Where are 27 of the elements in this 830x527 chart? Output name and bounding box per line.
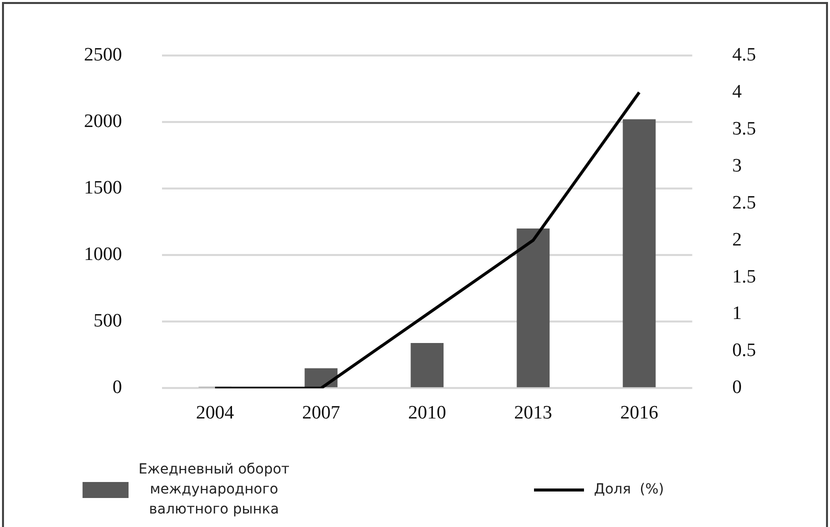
- y-tick-label: 0: [112, 377, 122, 398]
- y-tick-label: 1500: [84, 178, 122, 199]
- y2-tick-label: 0: [732, 377, 742, 398]
- y2-tick-label: 4.5: [732, 44, 756, 66]
- y-tick-label: 500: [94, 310, 122, 332]
- y2-tick-label: 1.5: [732, 266, 756, 288]
- y2-tick-label: 4: [732, 81, 742, 102]
- y2-tick-label: 3.5: [732, 118, 756, 140]
- bar: [410, 342, 444, 388]
- y-tick-label: 2000: [84, 110, 122, 132]
- x-tick-label: 2004: [196, 402, 235, 424]
- bar: [516, 228, 550, 388]
- y2-tick-label: 1: [732, 303, 742, 324]
- legend-label: Доля (%): [594, 482, 664, 498]
- bar: [622, 119, 656, 388]
- legend-label: Ежедневный оборот международного валютного рынка: [138, 462, 290, 518]
- y2-tick-label: 2.5: [732, 192, 756, 214]
- x-tick-label: 2013: [514, 402, 552, 424]
- x-tick-label: 2016: [620, 402, 658, 424]
- bar: [304, 368, 338, 388]
- x-tick-label: 2010: [408, 402, 446, 424]
- y-tick-label: 2500: [84, 44, 122, 66]
- y-tick-label: 1000: [84, 244, 122, 266]
- y2-tick-label: 2: [732, 229, 742, 250]
- y2-tick-label: 3: [732, 155, 742, 176]
- x-tick-label: 2007: [302, 402, 340, 424]
- y2-tick-label: 0.5: [732, 340, 756, 362]
